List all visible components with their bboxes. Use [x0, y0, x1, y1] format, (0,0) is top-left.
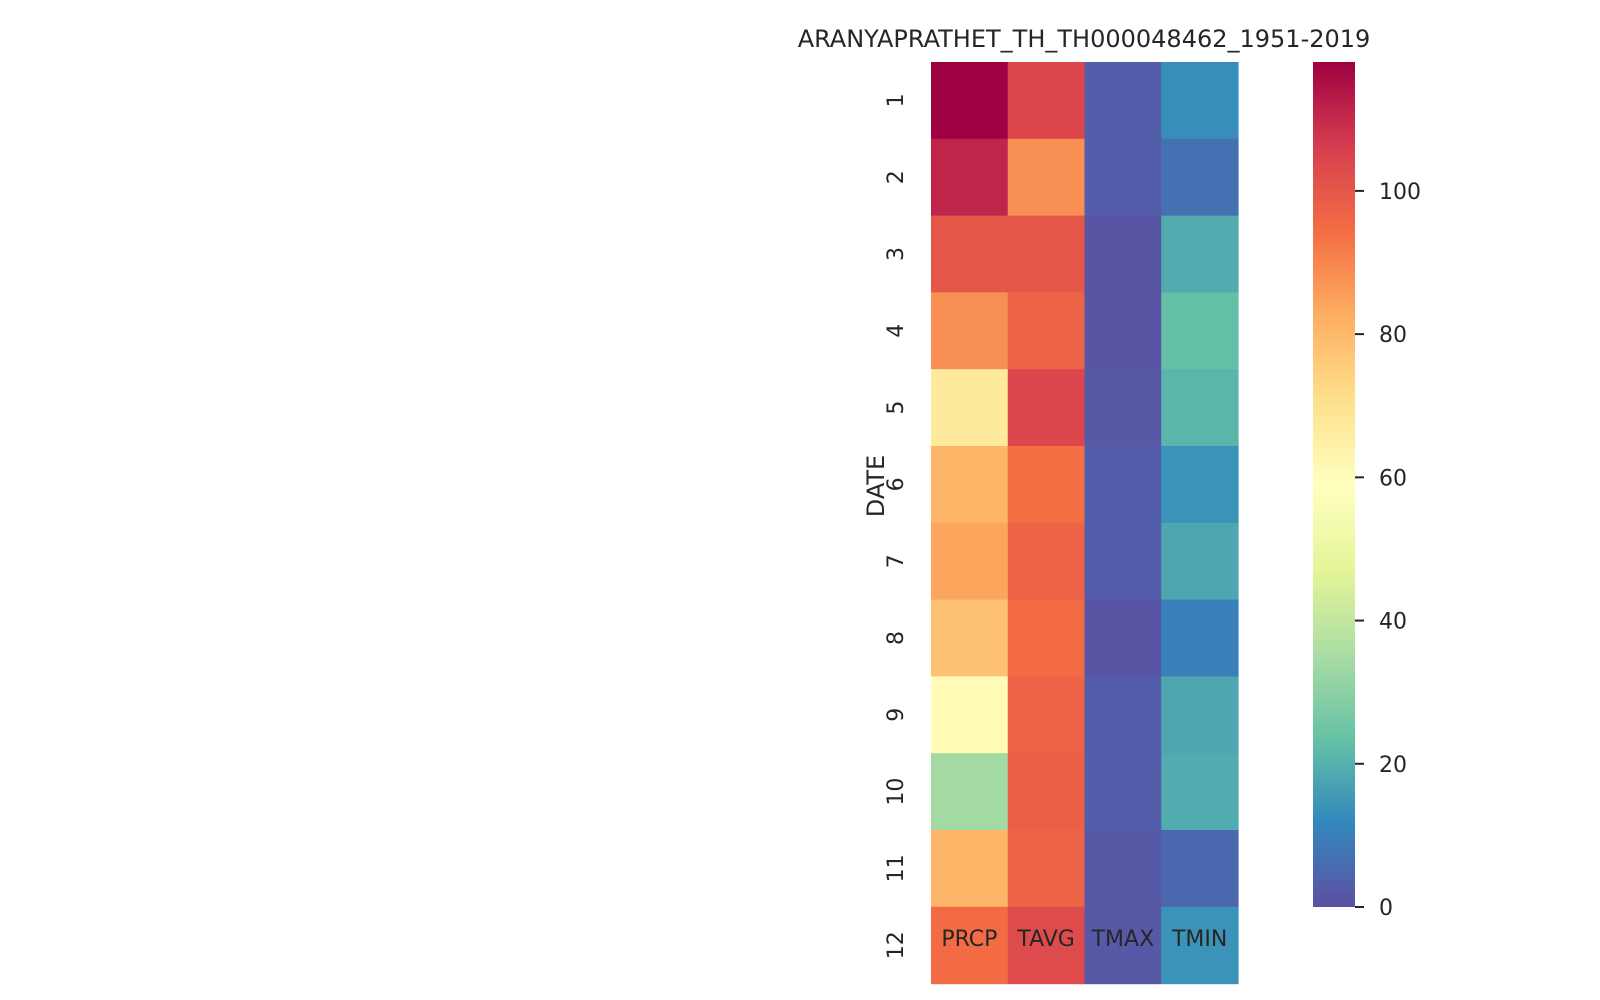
heatmap-cell [931, 522, 1009, 601]
heatmap-cell [1161, 906, 1239, 985]
heatmap-cell [1084, 369, 1162, 447]
heatmap-cell [931, 906, 1009, 985]
heatmap-cell [1161, 62, 1239, 140]
heatmap-cell [1084, 215, 1162, 293]
colorbar [1313, 62, 1355, 907]
heatmap-cell [931, 369, 1009, 447]
column-tick-label: TMIN [1171, 927, 1227, 952]
heatmap-cell [931, 446, 1009, 524]
heatmap-cell [1161, 369, 1239, 447]
row-tick-label: 3 [884, 247, 909, 261]
row-tick-label: 8 [884, 631, 909, 645]
column-tick-label: PRCP [941, 927, 997, 952]
heatmap-cell [1161, 599, 1239, 677]
row-tick-label: 12 [884, 931, 909, 959]
colorbar-tick-label: 100 [1379, 180, 1421, 205]
colorbar-ticks: 0 20 40 60 80 100 [1355, 180, 1421, 921]
heatmap-cell [1161, 215, 1239, 293]
heatmap-cell [1007, 62, 1086, 140]
heatmap-cell [1161, 676, 1239, 754]
heatmap-cell [1084, 906, 1162, 985]
row-tick-label: 2 [884, 170, 909, 184]
heatmap-cell [1161, 446, 1239, 524]
heatmap-cell [931, 215, 1009, 293]
heatmap-cell [1007, 830, 1086, 908]
heatmap-cell [1084, 599, 1162, 677]
heatmap-cells [931, 62, 1239, 985]
heatmap-cell [1084, 676, 1162, 754]
column-tick-labels: PRCP TAVG TMAX TMIN [941, 927, 1227, 952]
heatmap-cell [931, 62, 1009, 140]
heatmap-cell [1084, 138, 1162, 217]
row-tick-label: 11 [884, 854, 909, 882]
colorbar-tick-label: 80 [1379, 323, 1407, 348]
heatmap-cell [931, 599, 1009, 677]
heatmap-cell [1007, 369, 1086, 447]
heatmap-cell [1084, 62, 1162, 140]
chart-title: ARANYAPRATHET_TH_TH000048462_1951-2019 [798, 25, 1371, 53]
heatmap-cell [1161, 522, 1239, 601]
heatmap-cell [931, 676, 1009, 754]
heatmap-cell [1084, 522, 1162, 601]
column-tick-label: TAVG [1016, 927, 1074, 952]
row-tick-label: 5 [884, 401, 909, 415]
y-axis-label: DATE [862, 455, 890, 517]
colorbar-tick-label: 60 [1379, 466, 1407, 491]
row-tick-label: 6 [884, 477, 909, 491]
heatmap-cell [1161, 138, 1239, 217]
heatmap-cell [1084, 292, 1162, 370]
row-tick-label: 4 [884, 324, 909, 338]
colorbar-tick-label: 20 [1379, 753, 1407, 778]
row-tick-label: 9 [884, 708, 909, 722]
heatmap-cell [1007, 292, 1086, 370]
heatmap-cell [931, 830, 1009, 908]
row-tick-label: 7 [884, 554, 909, 568]
heatmap-cell [931, 753, 1009, 831]
heatmap-cell [1007, 446, 1086, 524]
colorbar-tick-label: 40 [1379, 610, 1407, 635]
heatmap-cell [931, 292, 1009, 370]
heatmap-cell [1161, 292, 1239, 370]
heatmap-cell [1084, 446, 1162, 524]
column-tick-label: TMAX [1091, 927, 1155, 952]
heatmap-cell [1161, 830, 1239, 908]
heatmap-cell [1007, 522, 1086, 601]
row-tick-label: 10 [884, 778, 909, 806]
heatmap-cell [1084, 830, 1162, 908]
heatmap-cell [1007, 906, 1086, 985]
colorbar-tick-label: 0 [1379, 896, 1393, 921]
row-tick-label: 1 [884, 93, 909, 107]
heatmap-cell [1007, 676, 1086, 754]
heatmap-cell [1007, 215, 1086, 293]
heatmap-cell [931, 138, 1009, 217]
heatmap-cell [1161, 753, 1239, 831]
heatmap-cell [1007, 599, 1086, 677]
heatmap-cell [1007, 138, 1086, 217]
heatmap-cell [1084, 753, 1162, 831]
heatmap-cell [1007, 753, 1086, 831]
